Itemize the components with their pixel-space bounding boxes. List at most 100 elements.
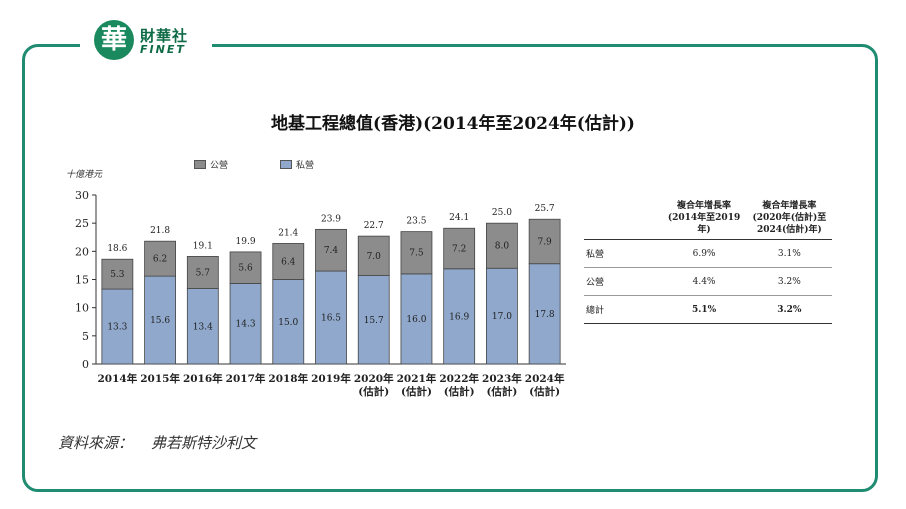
data-label-public: 7.5 [409, 249, 424, 259]
data-label-total: 25.7 [535, 204, 555, 214]
legend-label-private: 私營 [296, 161, 315, 171]
brand-name-en: FINET [140, 43, 186, 56]
data-label-public: 7.0 [367, 252, 382, 262]
data-label-private: 13.4 [193, 322, 213, 332]
cagr-value: 3.1% [777, 248, 801, 259]
bar-public [528, 218, 561, 265]
source-text: 弗若斯特沙利文 [151, 434, 257, 452]
x-tick-label: (估計) [358, 385, 389, 398]
cagr-row-public: 公營 4.4% 3.2% [584, 268, 832, 296]
bar-public [229, 251, 262, 284]
data-label-private: 13.3 [107, 323, 127, 333]
data-label-private: 16.9 [449, 312, 469, 322]
y-tick-label: 0 [82, 358, 89, 371]
x-tick-label: 2019年 [311, 372, 351, 385]
bar-public [357, 235, 390, 276]
x-tick-label: 2017年 [226, 372, 266, 385]
data-label-total: 23.9 [321, 214, 341, 224]
legend-swatch-public [194, 160, 206, 169]
cagr-value: 3.2% [777, 304, 802, 315]
data-label-public: 5.6 [238, 264, 253, 274]
cagr-header-2020-2024: 複合年增長率 (2020年(估計)至 2024(估計)年) [752, 201, 827, 235]
data-label-total: 22.7 [364, 221, 384, 231]
legend-public: 公營 [194, 158, 228, 171]
cagr-value: 3.2% [777, 276, 801, 287]
x-tick-label: 2015年 [140, 372, 180, 385]
y-tick-label: 15 [75, 274, 89, 287]
data-label-total: 23.5 [406, 217, 426, 227]
bar-private [186, 288, 219, 365]
x-tick-label: 2016年 [183, 372, 223, 385]
source-note: 資料來源： 弗若斯特沙利文 [58, 432, 256, 453]
x-tick-label: 2021年 [397, 372, 437, 385]
data-label-total: 19.1 [193, 241, 213, 251]
cagr-row-label: 公營 [586, 278, 605, 288]
chart-title: 地基工程總值(香港)(2014年至2024年(估計)) [271, 114, 635, 134]
x-tick-label: 2018年 [268, 372, 308, 385]
cagr-row-private: 私營 6.9% 3.1% [584, 240, 832, 268]
data-label-public: 8.0 [495, 242, 510, 252]
data-label-public: 7.9 [537, 237, 552, 247]
data-label-public: 6.4 [281, 257, 296, 267]
x-tick-label: 2023年 [482, 372, 522, 385]
data-label-total: 21.4 [278, 228, 298, 238]
bar-private [443, 268, 476, 365]
legend-swatch-private [280, 160, 292, 169]
legend-private: 私營 [280, 158, 314, 171]
data-label-private: 17.8 [535, 310, 555, 320]
data-label-total: 19.9 [236, 237, 256, 247]
y-tick-label: 10 [75, 302, 89, 315]
bar-public [186, 256, 219, 289]
cagr-table: 複合年增長率 (2014年至2019年) 複合年增長率 (2020年(估計)至 … [584, 196, 832, 324]
bar-private [144, 275, 176, 365]
finet-logo-icon: 華 [94, 20, 134, 60]
cagr-row-label: 總計 [586, 306, 605, 316]
bar-private [229, 283, 262, 365]
data-label-public: 6.2 [153, 255, 167, 265]
x-tick-label: (估計) [444, 385, 475, 398]
cagr-value: 6.9% [692, 248, 716, 259]
x-tick-label: 2014年 [97, 372, 137, 385]
bar-private [272, 279, 305, 365]
data-label-public: 7.4 [324, 246, 339, 256]
bar-public [144, 240, 176, 277]
cagr-value: 4.4% [692, 276, 716, 287]
x-tick-label: (估計) [529, 385, 560, 398]
bar-public [486, 222, 518, 269]
cagr-row-total: 總計 5.1% 3.2% [584, 296, 832, 324]
data-label-total: 25.0 [492, 208, 512, 218]
y-tick-label: 5 [82, 330, 89, 343]
data-label-public: 5.3 [110, 270, 125, 280]
x-tick-label: (估計) [486, 385, 517, 398]
bar-public [315, 228, 347, 272]
data-label-private: 15.0 [278, 318, 298, 328]
data-label-private: 14.3 [236, 320, 256, 330]
x-tick-label: 2022年 [439, 372, 479, 385]
cagr-header-2014-2019: 複合年增長率 (2014年至2019年) [667, 201, 741, 235]
bar-private [400, 273, 433, 365]
y-tick-label: 25 [75, 217, 89, 230]
bar-public [400, 231, 433, 275]
data-label-private: 15.6 [150, 316, 170, 326]
bar-public [443, 227, 476, 270]
data-label-private: 16.0 [406, 315, 426, 325]
bar-public [101, 258, 134, 290]
bar-private [101, 288, 134, 365]
cagr-value: 5.1% [691, 304, 717, 315]
data-label-total: 18.6 [107, 244, 127, 254]
cagr-row-label: 私營 [586, 250, 605, 260]
x-tick-label: (估計) [401, 385, 432, 398]
data-label-private: 17.0 [492, 312, 512, 322]
brand-name-cn: 財華社 [140, 27, 189, 45]
data-label-total: 21.8 [150, 226, 170, 236]
bar-private [528, 263, 561, 365]
source-label: 資料來源： [58, 434, 134, 452]
y-axis-unit-label: 十億港元 [66, 170, 103, 180]
bar-public [272, 243, 305, 280]
y-tick-label: 20 [75, 245, 89, 258]
data-label-private: 15.7 [364, 316, 384, 326]
bar-private [357, 275, 390, 365]
content-frame [22, 44, 878, 492]
data-label-public: 5.7 [196, 268, 211, 278]
x-tick-label: 2024年 [525, 372, 565, 385]
